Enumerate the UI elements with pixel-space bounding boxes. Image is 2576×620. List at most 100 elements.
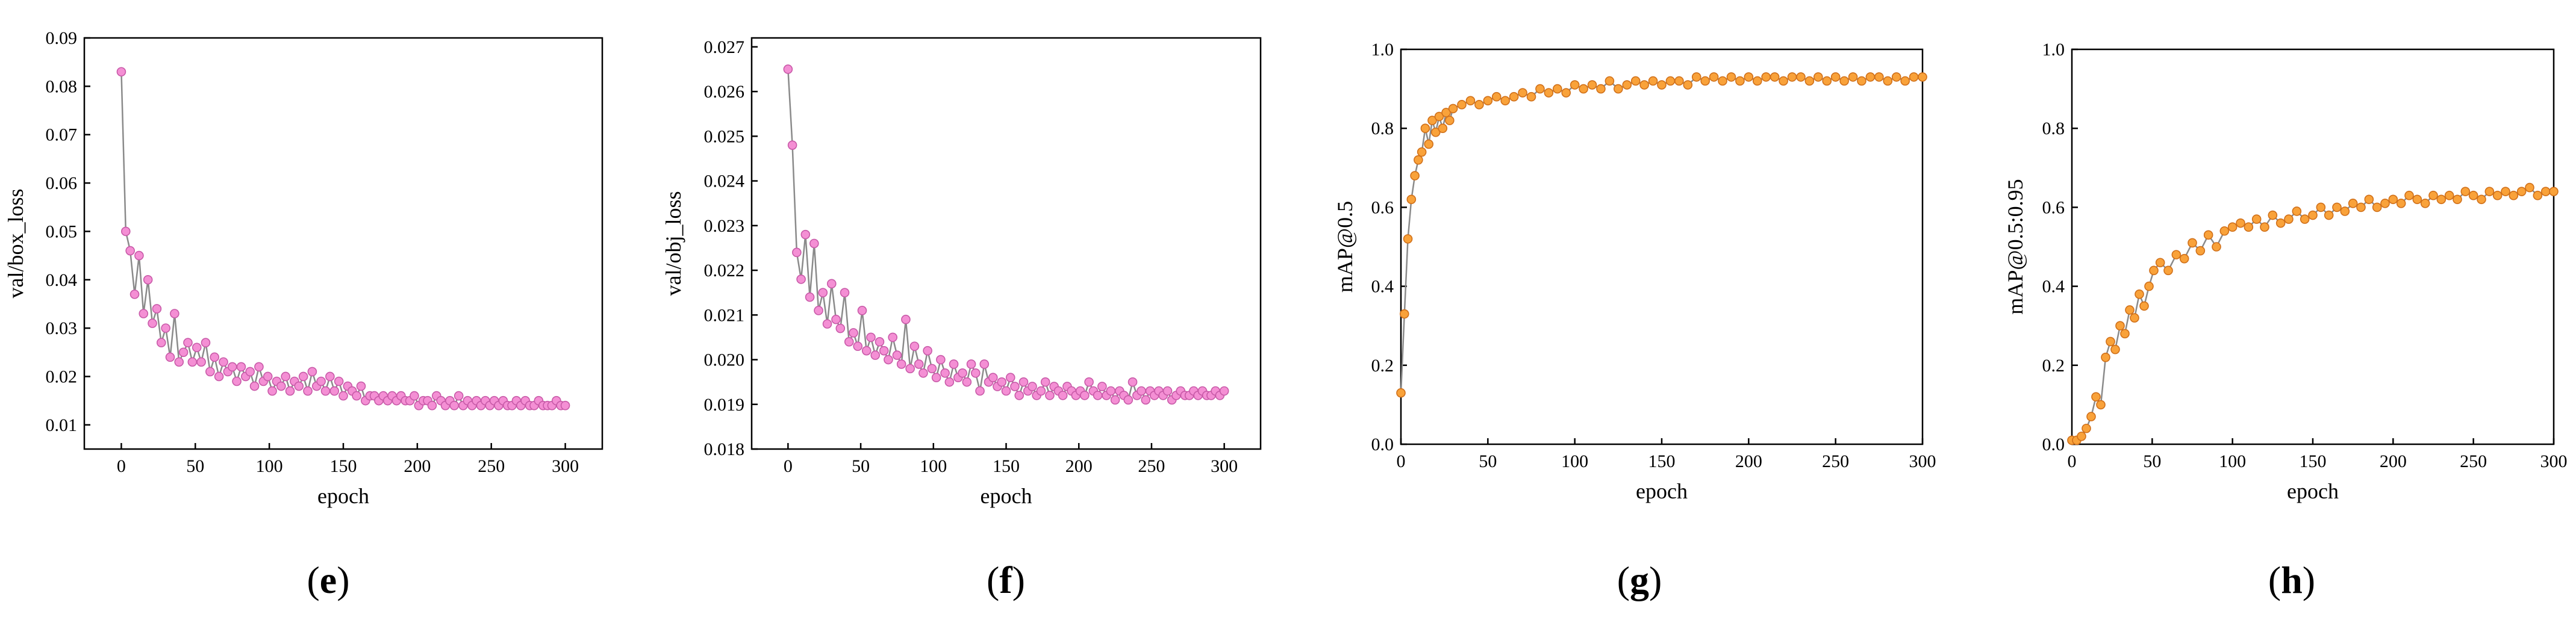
data-point xyxy=(1441,108,1451,117)
data-point xyxy=(2268,210,2278,220)
data-point xyxy=(1614,84,1623,94)
data-point xyxy=(161,323,170,333)
data-point xyxy=(2372,202,2382,212)
y-tick-label: 0.018 xyxy=(704,439,745,459)
data-point xyxy=(2251,214,2262,224)
x-tick-label: 300 xyxy=(1909,451,1936,471)
data-point xyxy=(971,368,981,378)
series-line xyxy=(2072,187,2554,441)
data-point xyxy=(320,386,331,396)
data-point xyxy=(1427,116,1437,125)
data-point xyxy=(2428,190,2438,200)
data-point xyxy=(931,373,941,383)
data-point xyxy=(1665,76,1676,86)
data-point xyxy=(205,367,215,377)
data-point xyxy=(936,355,946,365)
data-point xyxy=(2135,289,2144,299)
data-point xyxy=(1110,395,1120,405)
x-tick-label: 50 xyxy=(852,456,870,476)
data-point xyxy=(187,357,198,367)
x-tick-label: 50 xyxy=(1479,451,1497,471)
y-tick-label: 0.6 xyxy=(1371,197,1394,217)
data-point xyxy=(2101,352,2110,362)
data-point xyxy=(814,306,823,315)
data-point xyxy=(165,352,175,362)
x-tick-label: 300 xyxy=(1211,456,1238,476)
data-point xyxy=(1830,72,1841,82)
data-point xyxy=(835,323,846,333)
data-point xyxy=(2492,190,2503,200)
data-point xyxy=(944,377,955,387)
data-point xyxy=(1417,147,1427,157)
data-point xyxy=(2348,199,2358,208)
data-point xyxy=(214,371,224,382)
data-point xyxy=(1918,72,1927,82)
data-point xyxy=(174,357,184,367)
data-point xyxy=(1001,386,1011,396)
y-tick-label: 0.023 xyxy=(704,216,745,236)
data-point xyxy=(1718,76,1727,86)
x-tick-label: 200 xyxy=(1065,456,1093,476)
data-point xyxy=(1579,84,1588,94)
data-point xyxy=(2115,321,2125,331)
data-point xyxy=(2120,329,2130,339)
data-point xyxy=(236,362,246,372)
data-point xyxy=(1018,377,1029,387)
y-tick-label: 0.07 xyxy=(46,125,78,145)
data-point xyxy=(2477,194,2486,205)
data-point xyxy=(2533,190,2543,200)
data-point xyxy=(1058,391,1068,400)
data-point xyxy=(2091,392,2101,402)
data-point xyxy=(1406,194,1417,205)
data-point xyxy=(1848,72,1858,82)
data-point xyxy=(156,338,166,348)
data-point xyxy=(196,357,206,367)
x-tick-label: 150 xyxy=(1648,451,1676,471)
data-point xyxy=(1396,388,1406,398)
data-point xyxy=(1410,171,1420,181)
data-point xyxy=(1106,386,1116,396)
data-point xyxy=(849,328,858,338)
data-point xyxy=(1448,104,1458,114)
y-tick-label: 0.09 xyxy=(46,28,78,48)
data-point xyxy=(338,391,348,401)
data-point xyxy=(1630,76,1641,86)
data-point xyxy=(905,364,915,374)
data-point xyxy=(449,400,460,411)
data-point xyxy=(1596,84,1606,94)
data-point xyxy=(896,359,906,369)
data-point xyxy=(879,346,889,356)
x-tick-label: 250 xyxy=(1138,456,1165,476)
data-point xyxy=(227,362,237,372)
data-point xyxy=(857,306,867,315)
data-point xyxy=(1752,76,1762,86)
x-tick-label: 0 xyxy=(784,456,793,476)
data-point xyxy=(927,364,937,374)
data-point xyxy=(1127,377,1138,387)
data-point xyxy=(1770,72,1780,82)
data-point xyxy=(1123,395,1134,405)
data-point xyxy=(1587,80,1597,90)
data-point xyxy=(1420,123,1430,133)
y-tick-label: 0.2 xyxy=(1371,356,1394,376)
data-point xyxy=(1787,72,1797,82)
data-point xyxy=(1865,72,1876,82)
data-point xyxy=(1822,76,1832,86)
data-point xyxy=(2086,412,2096,421)
y-tick-label: 0.2 xyxy=(2042,356,2065,376)
data-point xyxy=(139,309,149,318)
data-point xyxy=(2332,202,2342,212)
data-point xyxy=(1445,116,1455,125)
data-point xyxy=(2444,190,2454,200)
data-point xyxy=(1424,139,1433,149)
data-point xyxy=(962,377,972,387)
data-point xyxy=(329,386,340,396)
data-point xyxy=(787,140,797,150)
data-point xyxy=(866,332,876,343)
data-point xyxy=(1014,391,1024,400)
data-point xyxy=(2549,187,2559,196)
panel-label: (g) xyxy=(1617,559,1662,601)
series-line xyxy=(1400,76,1923,393)
data-point xyxy=(1657,80,1667,90)
data-point xyxy=(1434,111,1444,122)
